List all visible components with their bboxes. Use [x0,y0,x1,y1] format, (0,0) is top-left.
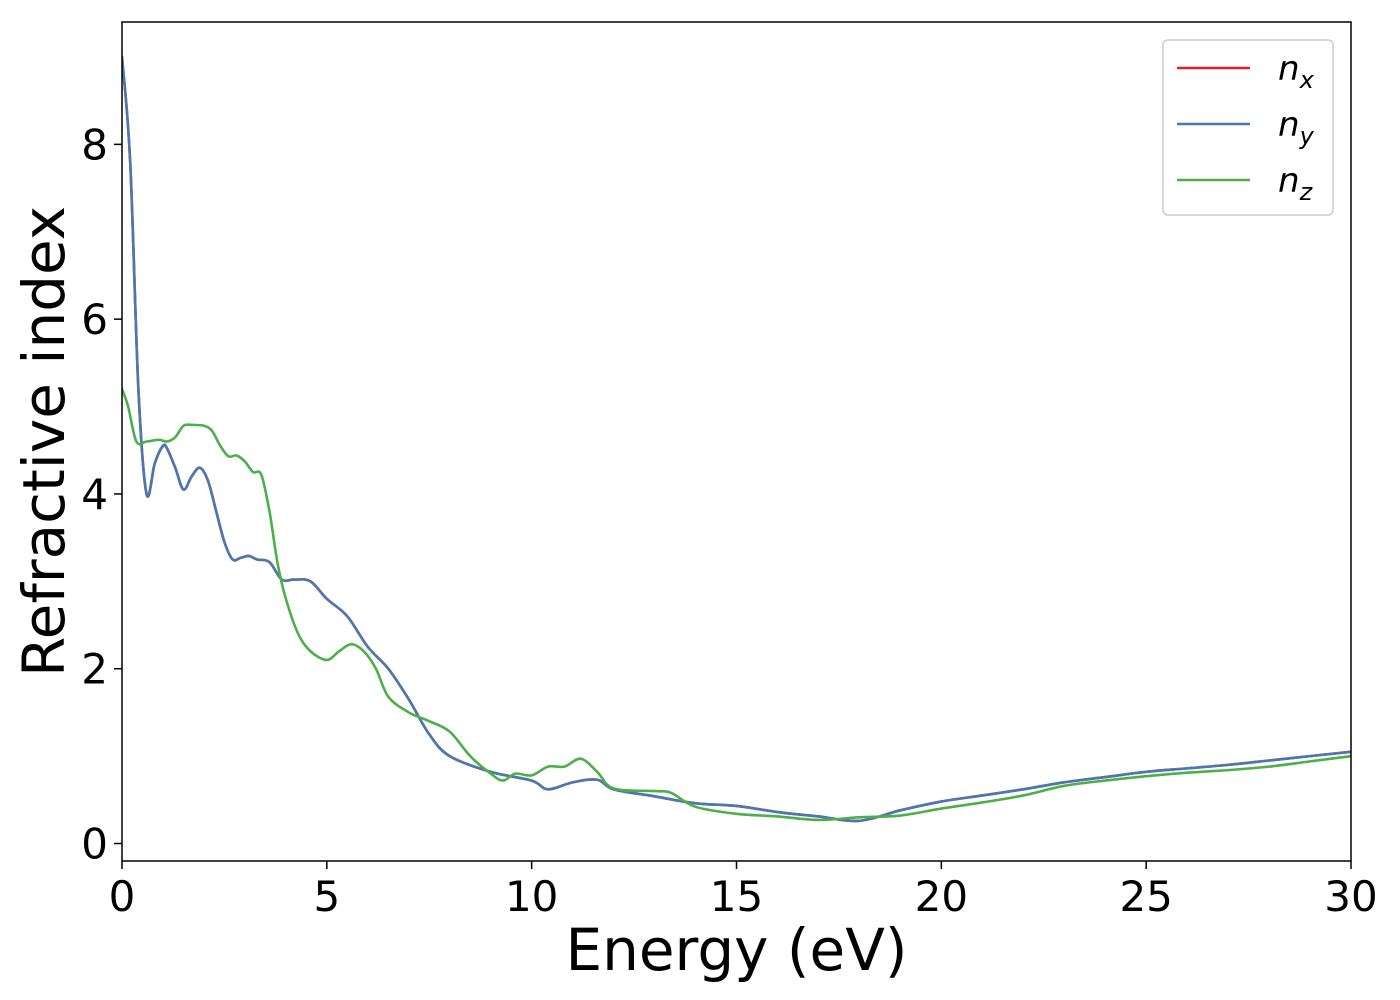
legend-label-n-z: nz [1278,161,1314,206]
x-tick-label: 0 [109,872,136,921]
y-tick-label: 4 [81,470,108,519]
x-axis: 0 5 10 15 20 25 30 [109,861,1378,921]
x-tick-label: 10 [505,872,558,921]
x-tick-label: 30 [1324,872,1377,921]
x-axis-label: Energy (eV) [565,916,907,984]
legend-label-n-x: nx [1278,49,1315,94]
legend-label-n-y: ny [1278,105,1315,150]
y-tick-label: 8 [81,120,108,169]
y-tick-label: 0 [81,820,108,869]
series-layer [122,55,1351,823]
legend: nx ny nz [1162,39,1334,216]
x-tick-label: 15 [710,872,763,921]
series-line-n-y [122,55,1351,823]
y-tick-label: 2 [81,645,108,694]
x-tick-label: 5 [313,872,340,921]
x-tick-label: 20 [915,872,968,921]
legend-box [1162,39,1334,216]
x-tick-label: 25 [1119,872,1172,921]
plot-area [121,21,1352,862]
series-line-n-z [122,387,1351,822]
y-tick-label: 6 [81,295,108,344]
y-axis: 0 2 4 6 8 [81,120,122,869]
y-axis-label: Refractive index [10,206,78,677]
